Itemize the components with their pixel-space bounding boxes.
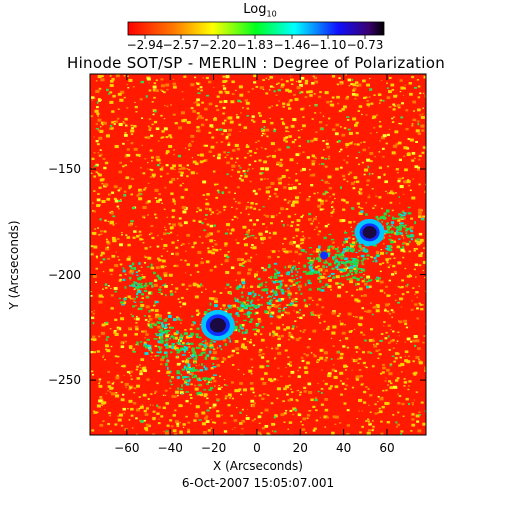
plot-frame: [89, 73, 427, 436]
colorbar-tick-label: −2.57: [162, 38, 200, 52]
x-tick-label: 20: [292, 441, 308, 455]
colorbar-tick-label: −2.20: [199, 38, 237, 52]
y-axis-label: Y (Arcseconds): [7, 220, 21, 310]
plot-title: Hinode SOT/SP - MERLIN : Degree of Polar…: [66, 54, 445, 72]
x-tick-label: −20: [200, 441, 227, 455]
x-tick-label: 60: [379, 441, 395, 455]
colorbar-tick-label: −0.73: [346, 38, 384, 52]
colorbar-tick-label: −1.10: [309, 38, 347, 52]
colorbar-tick-label: −1.46: [273, 38, 311, 52]
pore-region: [209, 318, 226, 333]
colorbar-title: Log10: [243, 2, 277, 19]
axis-ticks: [90, 74, 426, 435]
y-tick-label: −150: [48, 162, 81, 176]
x-axis-label: X (Arcseconds): [213, 459, 303, 473]
pore-region: [362, 226, 377, 239]
y-tick-label: −200: [48, 267, 81, 282]
y-tick-label: −250: [48, 373, 81, 388]
x-tick-label: 40: [335, 441, 352, 455]
x-tick-label: 0: [253, 441, 261, 455]
timestamp: 6-Oct-2007 15:05:07.001: [181, 476, 335, 490]
polarization-map: [90, 74, 426, 435]
colorbar-tick-label: −2.94: [126, 38, 164, 52]
colorbar-ticks: [144, 35, 366, 39]
colorbar-tick-label: −1.83: [236, 38, 274, 52]
x-tick-label: −60: [114, 441, 140, 455]
x-tick-label: −40: [157, 441, 183, 455]
colorbar: [127, 21, 385, 36]
